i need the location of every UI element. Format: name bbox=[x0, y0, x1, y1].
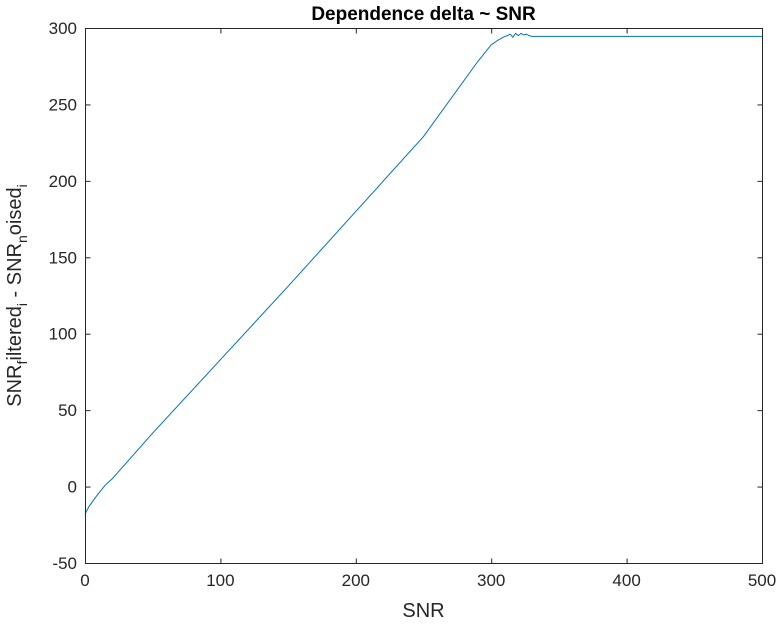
y-axis-label-part: f bbox=[14, 361, 30, 365]
y-tick-label: 50 bbox=[58, 401, 77, 420]
y-axis-label-part: i bbox=[14, 184, 30, 187]
y-tick-label: 0 bbox=[68, 478, 77, 497]
y-axis-label-part: i bbox=[14, 303, 30, 306]
x-tick-label: 400 bbox=[612, 571, 640, 590]
y-axis-label-part: oised bbox=[4, 187, 26, 235]
x-tick-label: 0 bbox=[80, 571, 89, 590]
x-tick-label: 300 bbox=[477, 571, 505, 590]
x-tick-label: 200 bbox=[342, 571, 370, 590]
y-axis-label-part: n bbox=[14, 235, 30, 243]
axes-box bbox=[85, 28, 763, 564]
plot-area bbox=[85, 28, 762, 563]
y-axis-label: SNRfilteredi - SNRnoisedi bbox=[4, 184, 30, 406]
y-axis-label-part: iltered bbox=[4, 306, 26, 360]
y-tick-label: 100 bbox=[49, 325, 77, 344]
y-tick-label: 300 bbox=[49, 19, 77, 38]
y-tick-label: 150 bbox=[49, 248, 77, 267]
chart-title: Dependence delta ~ SNR bbox=[311, 4, 536, 25]
y-axis-label-part: SNR bbox=[4, 365, 26, 407]
x-tick-label: 100 bbox=[206, 571, 234, 590]
series-layer bbox=[84, 32, 762, 515]
x-tick-label: 500 bbox=[748, 571, 776, 590]
y-tick-label: 200 bbox=[49, 172, 77, 191]
y-tick-label: -50 bbox=[52, 554, 77, 573]
series-line-0 bbox=[84, 32, 762, 515]
x-axis-label: SNR bbox=[402, 600, 444, 622]
y-axis-label-part: - SNR bbox=[4, 243, 26, 303]
y-tick-label: 250 bbox=[49, 95, 77, 114]
